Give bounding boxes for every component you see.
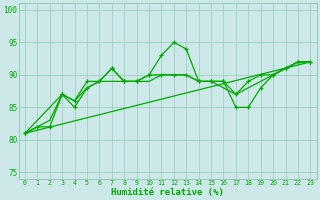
X-axis label: Humidité relative (%): Humidité relative (%) — [111, 188, 224, 197]
